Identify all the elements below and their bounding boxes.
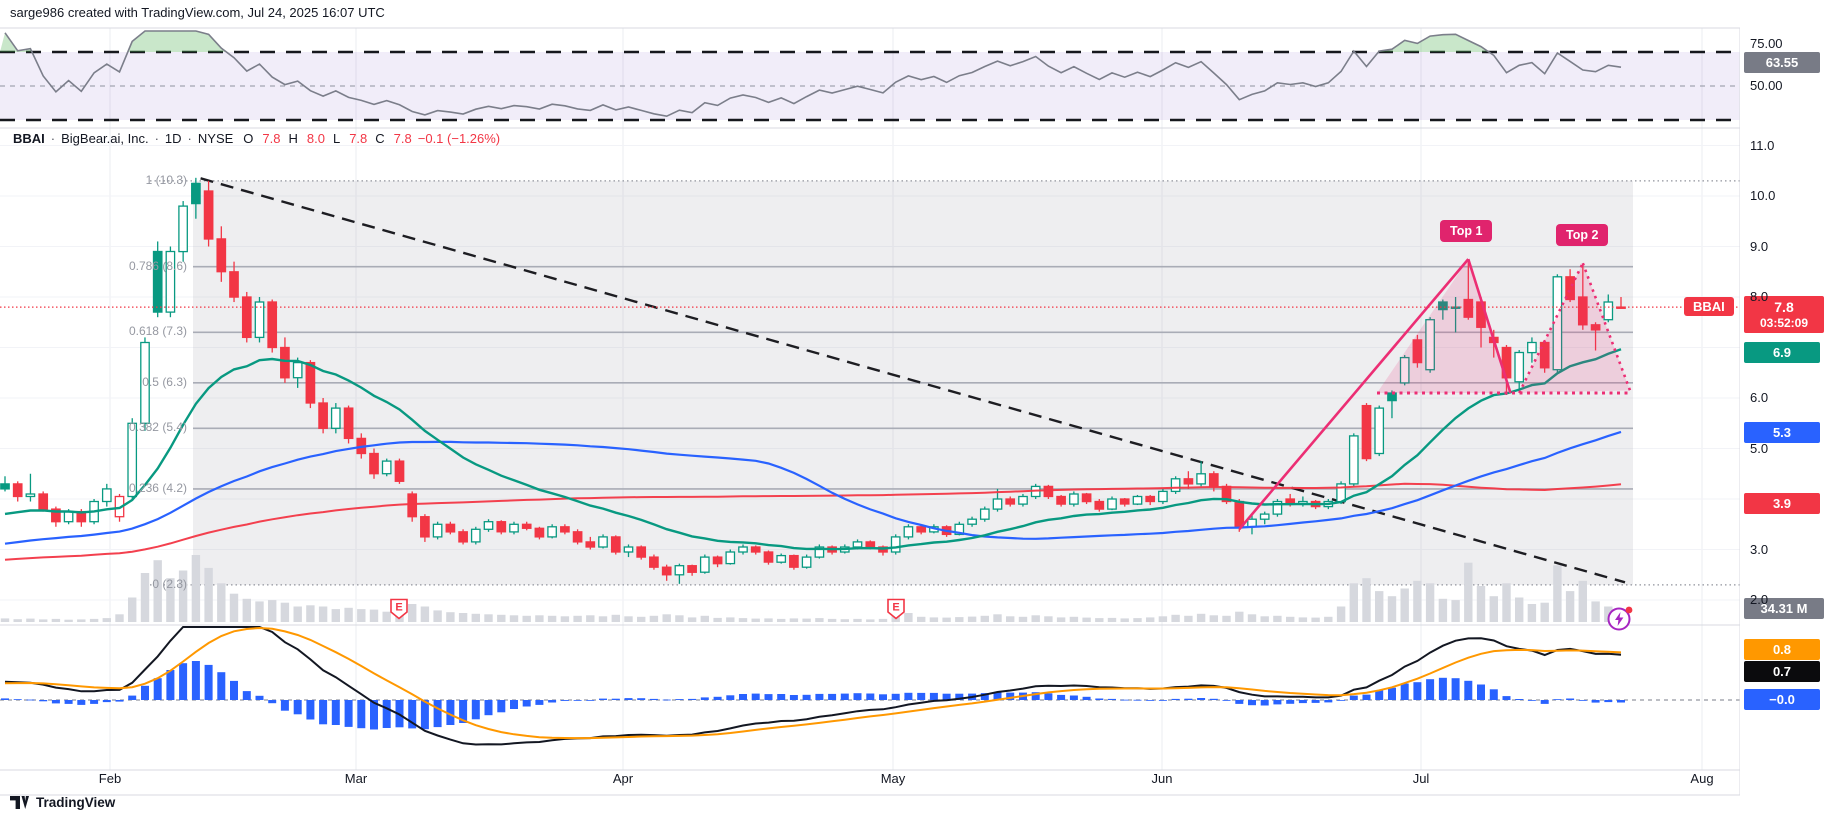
- ohlc-value: 7.8: [349, 131, 368, 146]
- rsi-value-badge: 63.55: [1744, 52, 1820, 73]
- exchange-label: NYSE: [197, 131, 234, 146]
- price-scale-label[interactable]: 8.0: [1750, 289, 1769, 304]
- price-scale-label[interactable]: 6.0: [1750, 390, 1769, 405]
- separator-dot: ·: [154, 131, 159, 146]
- symbol-info-row[interactable]: BBAI · BigBear.ai, Inc. · 1D · NYSE O 7.8…: [13, 131, 500, 146]
- lightning-ideas-icon[interactable]: [1606, 604, 1636, 639]
- chart-attribution-title: sarge986 created with TradingView.com, J…: [10, 5, 385, 20]
- tradingview-logo-text: TradingView: [36, 795, 116, 810]
- bar-countdown: 03:52:09: [1759, 316, 1809, 330]
- ticker-pill-badge: BBAI: [1684, 297, 1734, 316]
- change-value: −0.1 (−1.26%): [417, 131, 501, 146]
- x-axis-month-label[interactable]: Jul: [1412, 771, 1430, 786]
- ma-value-badge: 3.9: [1744, 493, 1820, 515]
- fib-level-label[interactable]: 0 (2.3): [152, 576, 187, 591]
- ohlc-value: 7.8: [262, 131, 281, 146]
- fib-level-label[interactable]: 0.5 (6.3): [142, 374, 187, 389]
- fib-level-label[interactable]: 0.618 (7.3): [128, 324, 187, 339]
- fib-level-label[interactable]: 1 (10.3): [145, 172, 187, 187]
- x-axis-month-label[interactable]: Apr: [612, 771, 634, 786]
- x-axis-month-label[interactable]: Jun: [1151, 771, 1173, 786]
- company-name: BigBear.ai, Inc.: [61, 131, 149, 146]
- x-axis-month-label[interactable]: May: [880, 771, 906, 786]
- top2-pattern-label[interactable]: Top 2: [1556, 224, 1609, 246]
- fib-level-label[interactable]: 0.382 (5.4): [128, 420, 187, 435]
- last-price-badge: 7.8 03:52:09: [1744, 296, 1824, 333]
- rsi-scale-label[interactable]: 75.00: [1750, 35, 1783, 51]
- svg-text:E: E: [892, 602, 899, 614]
- macd-value-badge: 0.8: [1744, 639, 1820, 660]
- ohlc-value: 7.8: [393, 131, 412, 146]
- last-price-value: 7.8: [1774, 299, 1794, 315]
- ma-value-badge: 5.3: [1744, 422, 1820, 444]
- price-scale-label[interactable]: 3.0: [1750, 541, 1769, 557]
- ohlc-values: O 7.8 H 8.0 L 7.8 C 7.8: [243, 131, 411, 146]
- separator-dot: ·: [187, 131, 192, 146]
- fib-level-label[interactable]: 0.786 (8.6): [128, 258, 187, 273]
- tradingview-logo[interactable]: TradingView: [10, 795, 115, 810]
- macd-value-badge: −0.0: [1744, 689, 1820, 710]
- tradingview-logo-icon: [10, 796, 29, 809]
- ohlc-key: C: [375, 131, 385, 146]
- x-axis-month-label[interactable]: Mar: [344, 771, 368, 786]
- rsi-scale-label[interactable]: 50.00: [1750, 78, 1783, 93]
- chart-canvas[interactable]: [0, 0, 1740, 800]
- price-scale-label[interactable]: 5.0: [1750, 440, 1769, 456]
- interval-label[interactable]: 1D: [164, 131, 182, 146]
- ohlc-key: L: [332, 131, 341, 146]
- ma-value-badge: 6.9: [1744, 341, 1820, 363]
- svg-text:E: E: [396, 602, 403, 614]
- fib-level-label[interactable]: 0.236 (4.2): [128, 480, 187, 495]
- volume-value-badge: 34.31 M: [1744, 598, 1824, 619]
- symbol-name[interactable]: BBAI: [13, 131, 45, 146]
- x-axis-month-label[interactable]: Aug: [1690, 771, 1714, 786]
- x-axis-month-label[interactable]: Feb: [98, 771, 122, 786]
- earnings-marker[interactable]: E: [886, 598, 906, 620]
- macd-value-badge: 0.7: [1744, 661, 1820, 682]
- price-scale-label[interactable]: 9.0: [1750, 238, 1769, 254]
- ohlc-value: 8.0: [306, 131, 325, 146]
- price-scale-label[interactable]: 11.0: [1750, 137, 1775, 153]
- separator-dot: ·: [50, 131, 56, 146]
- ohlc-key: H: [288, 131, 298, 146]
- top1-pattern-label[interactable]: Top 1: [1440, 220, 1493, 242]
- ohlc-key: O: [243, 131, 254, 146]
- price-scale-label[interactable]: 10.0: [1750, 188, 1776, 203]
- price-scale-label[interactable]: 2.0: [1750, 592, 1769, 607]
- earnings-marker[interactable]: E: [389, 598, 409, 620]
